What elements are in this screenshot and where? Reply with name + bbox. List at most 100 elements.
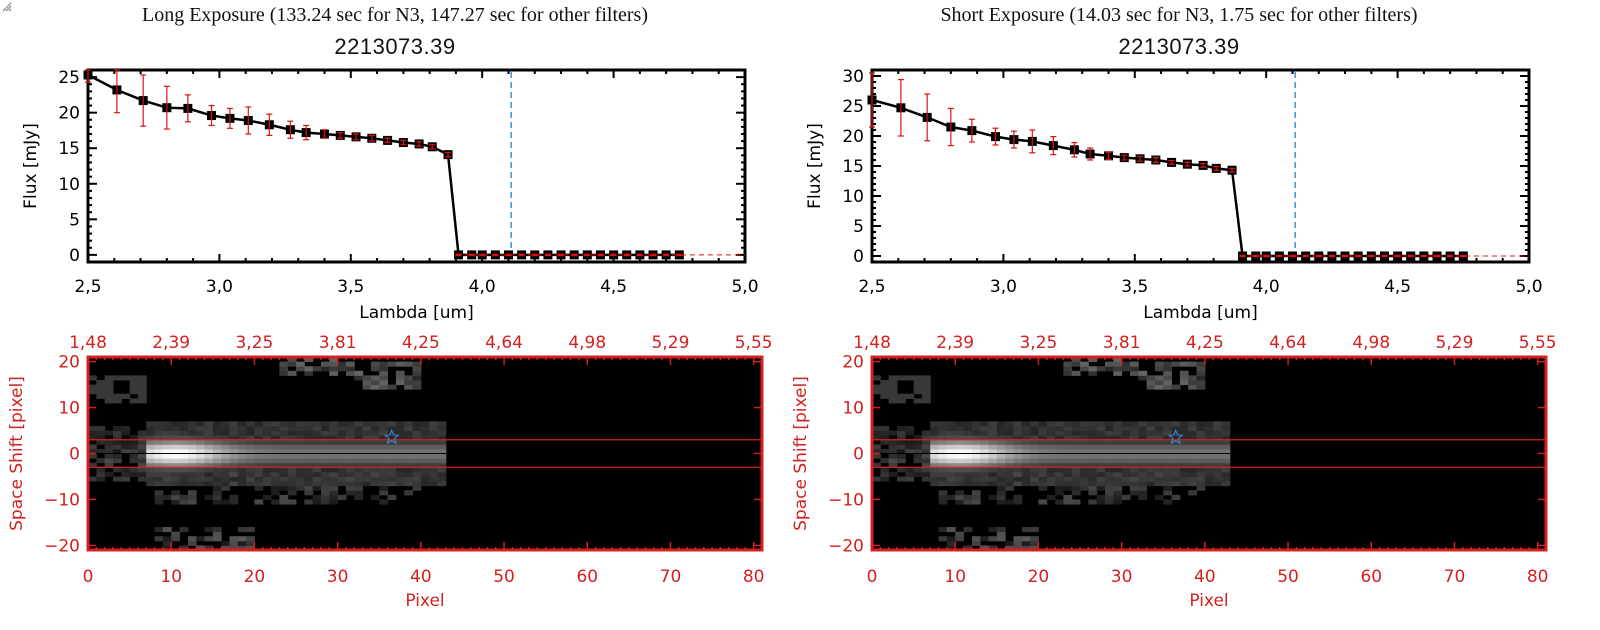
image-pixel xyxy=(187,439,197,445)
image-pixel xyxy=(1213,481,1222,487)
image-pixel xyxy=(179,471,189,477)
image-pixel xyxy=(337,444,347,450)
image-pixel xyxy=(354,453,364,459)
image-pixel xyxy=(888,389,898,395)
image-pixel xyxy=(162,527,172,533)
image-pixel xyxy=(171,453,181,459)
image-pixel xyxy=(971,439,981,445)
image-pixel xyxy=(1179,467,1189,473)
image-pixel xyxy=(121,430,131,436)
image-pixel xyxy=(1196,476,1206,482)
image-pixel xyxy=(1104,430,1114,436)
y-tick-label: 0 xyxy=(853,247,864,267)
image-pixel xyxy=(913,435,923,441)
image-pixel xyxy=(420,467,430,473)
image-pixel xyxy=(329,444,339,450)
image-pixel xyxy=(429,439,438,445)
image-pixel xyxy=(196,462,205,468)
image-pixel xyxy=(1188,425,1198,432)
top-axis-label: 3,25 xyxy=(235,333,273,353)
image-pixel xyxy=(921,389,931,395)
image-pixel xyxy=(1138,375,1148,381)
image-pixel xyxy=(1204,448,1214,454)
image-pixel xyxy=(955,467,965,473)
image-pixel xyxy=(329,357,339,363)
image-pixel xyxy=(1055,485,1064,491)
image-pixel xyxy=(387,448,397,454)
image-pixel xyxy=(921,453,931,459)
image-pixel xyxy=(362,481,372,487)
image-pixel xyxy=(387,467,397,473)
image-pixel xyxy=(187,476,197,482)
image-pixel xyxy=(171,430,181,436)
image-pixel xyxy=(955,499,965,505)
image-pixel xyxy=(1088,458,1098,464)
image-pixel xyxy=(312,448,322,454)
image-pixel xyxy=(896,453,906,459)
image-pixel xyxy=(905,471,915,477)
image-pixel xyxy=(329,439,339,445)
image-pixel xyxy=(930,462,940,468)
image-pixel xyxy=(229,467,239,473)
image-pixel xyxy=(204,462,214,468)
image-pixel xyxy=(1021,458,1031,464)
image-pixel xyxy=(271,485,280,491)
image-pixel xyxy=(96,439,106,445)
image-pixel xyxy=(1188,453,1198,459)
image-pixel xyxy=(1154,435,1164,441)
image-pixel xyxy=(246,421,255,427)
image-pixel xyxy=(1154,494,1164,500)
image-pixel xyxy=(262,425,272,432)
image-pixel xyxy=(404,444,414,450)
image-pixel xyxy=(262,448,272,454)
resize-grip-icon[interactable] xyxy=(0,0,12,12)
image-pixel xyxy=(1038,458,1048,464)
image-pixel xyxy=(955,531,965,537)
image-pixel xyxy=(1005,545,1014,551)
image-pixel xyxy=(1104,481,1114,487)
image-pixel xyxy=(1046,453,1056,459)
image-pixel xyxy=(254,435,264,441)
image-pixel xyxy=(246,439,255,445)
image-pixel xyxy=(296,444,305,450)
image-pixel xyxy=(204,527,214,533)
image-pixel xyxy=(387,476,397,482)
image-pixel xyxy=(1096,444,1106,450)
image-pixel xyxy=(1055,425,1064,432)
image-pixel xyxy=(254,430,264,436)
x-tick-label: 0 xyxy=(867,567,878,587)
image-pixel xyxy=(1188,458,1198,464)
image-pixel xyxy=(96,393,106,399)
image-pixel xyxy=(1204,439,1214,445)
image-pixel xyxy=(271,458,280,464)
image-pixel xyxy=(1080,481,1089,487)
image-pixel xyxy=(287,458,297,464)
image-pixel xyxy=(196,471,205,477)
image-pixel xyxy=(1171,458,1181,464)
image-pixel xyxy=(1221,448,1231,454)
image-pixel xyxy=(271,471,280,477)
image-pixel xyxy=(171,439,181,445)
image-pixel xyxy=(320,494,330,500)
image-pixel xyxy=(1005,499,1014,505)
image-pixel xyxy=(254,453,264,459)
image-pixel xyxy=(196,481,205,487)
image-pixel xyxy=(888,453,898,459)
image-pixel xyxy=(329,471,339,477)
image-pixel xyxy=(379,462,389,468)
image-pixel xyxy=(1221,467,1231,473)
image-pixel xyxy=(296,439,305,445)
image-pixel xyxy=(212,476,222,482)
image-pixel xyxy=(179,494,189,500)
image-pixel xyxy=(963,439,973,445)
image-pixel xyxy=(337,467,347,473)
image-pixel xyxy=(1146,375,1156,381)
image-pixel xyxy=(279,421,289,427)
image-pixel xyxy=(1104,444,1114,450)
image-pixel xyxy=(404,453,414,459)
image-pixel xyxy=(96,467,106,473)
image-pixel xyxy=(1021,540,1031,546)
image-pixel xyxy=(955,435,965,441)
